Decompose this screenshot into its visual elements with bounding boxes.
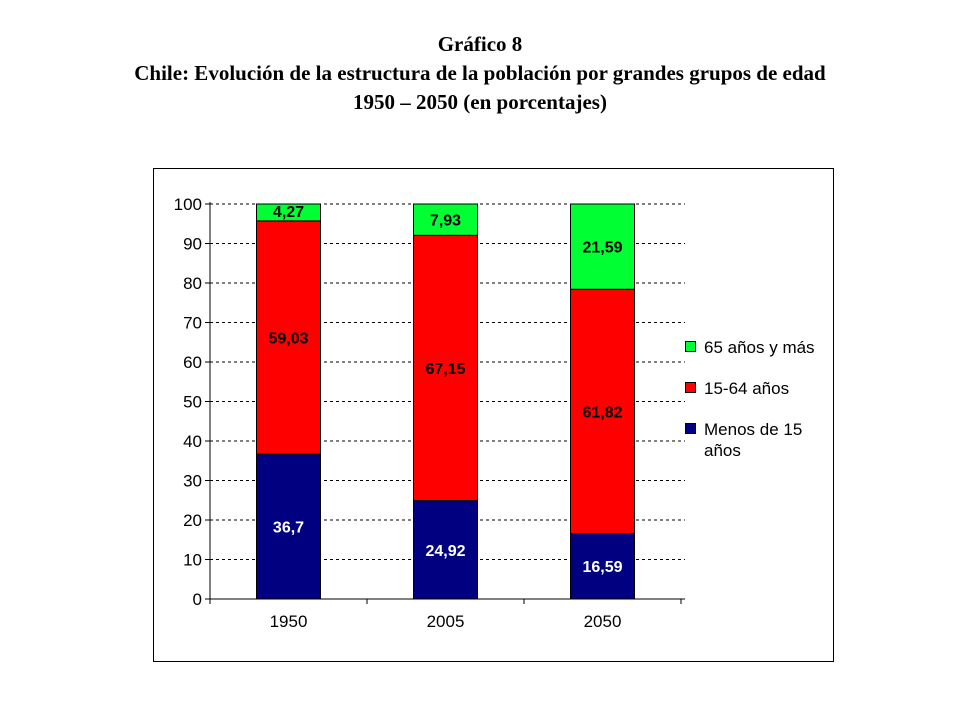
y-tick-label-80: 80 <box>183 274 202 293</box>
legend-swatch-15-64 <box>685 382 696 393</box>
bar-1950-series-1 <box>256 220 321 455</box>
data-label-1950-series-2: 4,27 <box>273 204 304 221</box>
legend-label-under-15: Menos de 15 <box>704 420 803 439</box>
data-label-2050-series-1: 61,82 <box>582 404 622 421</box>
data-label-1950-series-0: 36,7 <box>273 520 304 537</box>
bar-2050-series-0 <box>570 532 635 600</box>
legend-item-15-64: 15-64 años <box>685 378 835 399</box>
chart-title-block: Gráfico 8 Chile: Evolución de la estruct… <box>0 30 960 117</box>
y-tick-label-100: 100 <box>174 195 202 214</box>
x-tick-label-2050: 2050 <box>584 612 622 631</box>
legend-label-under-15-cont: años <box>704 441 741 460</box>
data-label-2005-series-0: 24,92 <box>425 543 465 560</box>
legend-item-under-15: Menos de 15 años <box>685 419 835 461</box>
legend-swatch-65-plus <box>685 341 696 352</box>
x-tick-label-2005: 2005 <box>427 612 465 631</box>
bar-2005-series-1 <box>413 234 478 502</box>
legend-item-65-plus: 65 años y más <box>685 337 835 358</box>
chart-frame: 0 10 20 30 40 50 60 70 80 90 100 36,7 59,03 4,27 1950 2… <box>153 168 834 662</box>
bar-2050-series-1 <box>570 288 635 534</box>
data-label-1950-series-1: 59,03 <box>268 330 308 347</box>
chart-title: Chile: Evolución de la estructura de la … <box>134 61 826 85</box>
chart-subtitle: 1950 – 2050 (en porcentajes) <box>353 90 607 114</box>
y-tick-label-60: 60 <box>183 353 202 372</box>
bar-1950-series-2 <box>256 203 321 222</box>
y-tick-label-40: 40 <box>183 432 202 451</box>
bar-2005-series-2 <box>413 203 478 236</box>
y-tick-label-20: 20 <box>183 511 202 530</box>
bar-2050-series-2 <box>570 203 635 290</box>
legend: 65 años y más 15-64 años Menos de 15 año… <box>685 337 835 481</box>
y-tick-label-10: 10 <box>183 551 202 570</box>
stacked-bar-chart: 0 10 20 30 40 50 60 70 80 90 100 36,7 59,03 4,27 1950 2… <box>174 195 685 631</box>
data-label-2005-series-2: 7,93 <box>430 213 461 230</box>
legend-label-15-64: 15-64 años <box>704 379 790 398</box>
data-label-2050-series-0: 16,59 <box>582 559 622 576</box>
y-tick-label-50: 50 <box>183 393 202 412</box>
y-tick-label-90: 90 <box>183 235 202 254</box>
legend-label-65-plus: 65 años y más <box>704 338 815 357</box>
chart-title-number: Gráfico 8 <box>437 32 523 56</box>
y-tick-label-30: 30 <box>183 472 202 491</box>
bar-1950-series-0 <box>256 453 321 600</box>
data-label-2005-series-1: 67,15 <box>425 361 465 378</box>
y-tick-label-0: 0 <box>193 590 202 609</box>
y-tick-label-70: 70 <box>183 314 202 333</box>
x-tick-label-1950: 1950 <box>270 612 308 631</box>
legend-swatch-under-15 <box>685 423 696 434</box>
data-label-2050-series-2: 21,59 <box>582 240 622 257</box>
bar-2005-series-0 <box>413 500 478 600</box>
